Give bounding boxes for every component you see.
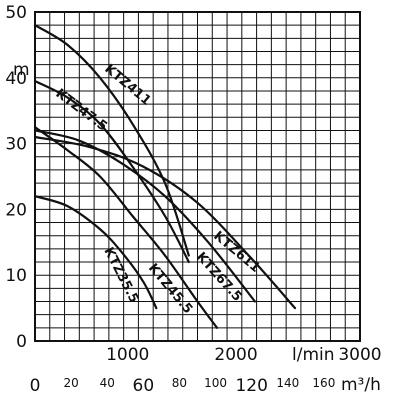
series-label: KTZ47.5 — [53, 86, 110, 134]
y-tick-label: 30 — [5, 135, 27, 155]
x-tick-label: 1000 — [106, 345, 149, 365]
series-line-ktz45-5 — [33, 126, 219, 329]
x2-tick-label: 140 — [276, 376, 299, 390]
series-line-ktz411 — [33, 24, 190, 257]
x2-tick-label: 120 — [235, 376, 267, 396]
x2-tick-label: 80 — [172, 376, 187, 390]
x-ticks: 1000 2000 3000 — [106, 345, 382, 365]
y-ticks: 0 10 20 30 40 50 — [5, 3, 27, 352]
x2-axis-label: m³/h — [341, 375, 381, 395]
series-line-ktz47-5 — [33, 80, 190, 264]
x2-ticks: 0 20 40 60 80 100 120 140 160 — [30, 376, 336, 396]
x2-tick-label: 20 — [63, 376, 78, 390]
x2-tick-label: 160 — [312, 376, 335, 390]
x2-tick-label: 0 — [30, 376, 41, 396]
x2-tick-label: 100 — [204, 376, 227, 390]
grid — [35, 12, 360, 341]
curves — [33, 24, 297, 329]
x2-tick-label: 60 — [133, 376, 155, 396]
series-line-ktz611 — [33, 135, 297, 310]
plot-frame — [34, 11, 361, 342]
x-tick-label: 2000 — [214, 345, 257, 365]
x2-tick-label: 40 — [100, 376, 115, 390]
y-axis-label: m — [13, 60, 30, 80]
y-tick-label: 0 — [16, 332, 27, 352]
series-line-ktz67-5 — [33, 129, 256, 303]
series-line-ktz35-5 — [33, 195, 158, 310]
y-tick-label: 20 — [5, 200, 27, 220]
x-axis-label: l/min — [292, 345, 335, 365]
y-tick-label: 40 — [5, 69, 27, 89]
x-tick-label: 3000 — [338, 345, 381, 365]
y-tick-label: 50 — [5, 3, 27, 23]
y-tick-label: 10 — [5, 266, 27, 286]
